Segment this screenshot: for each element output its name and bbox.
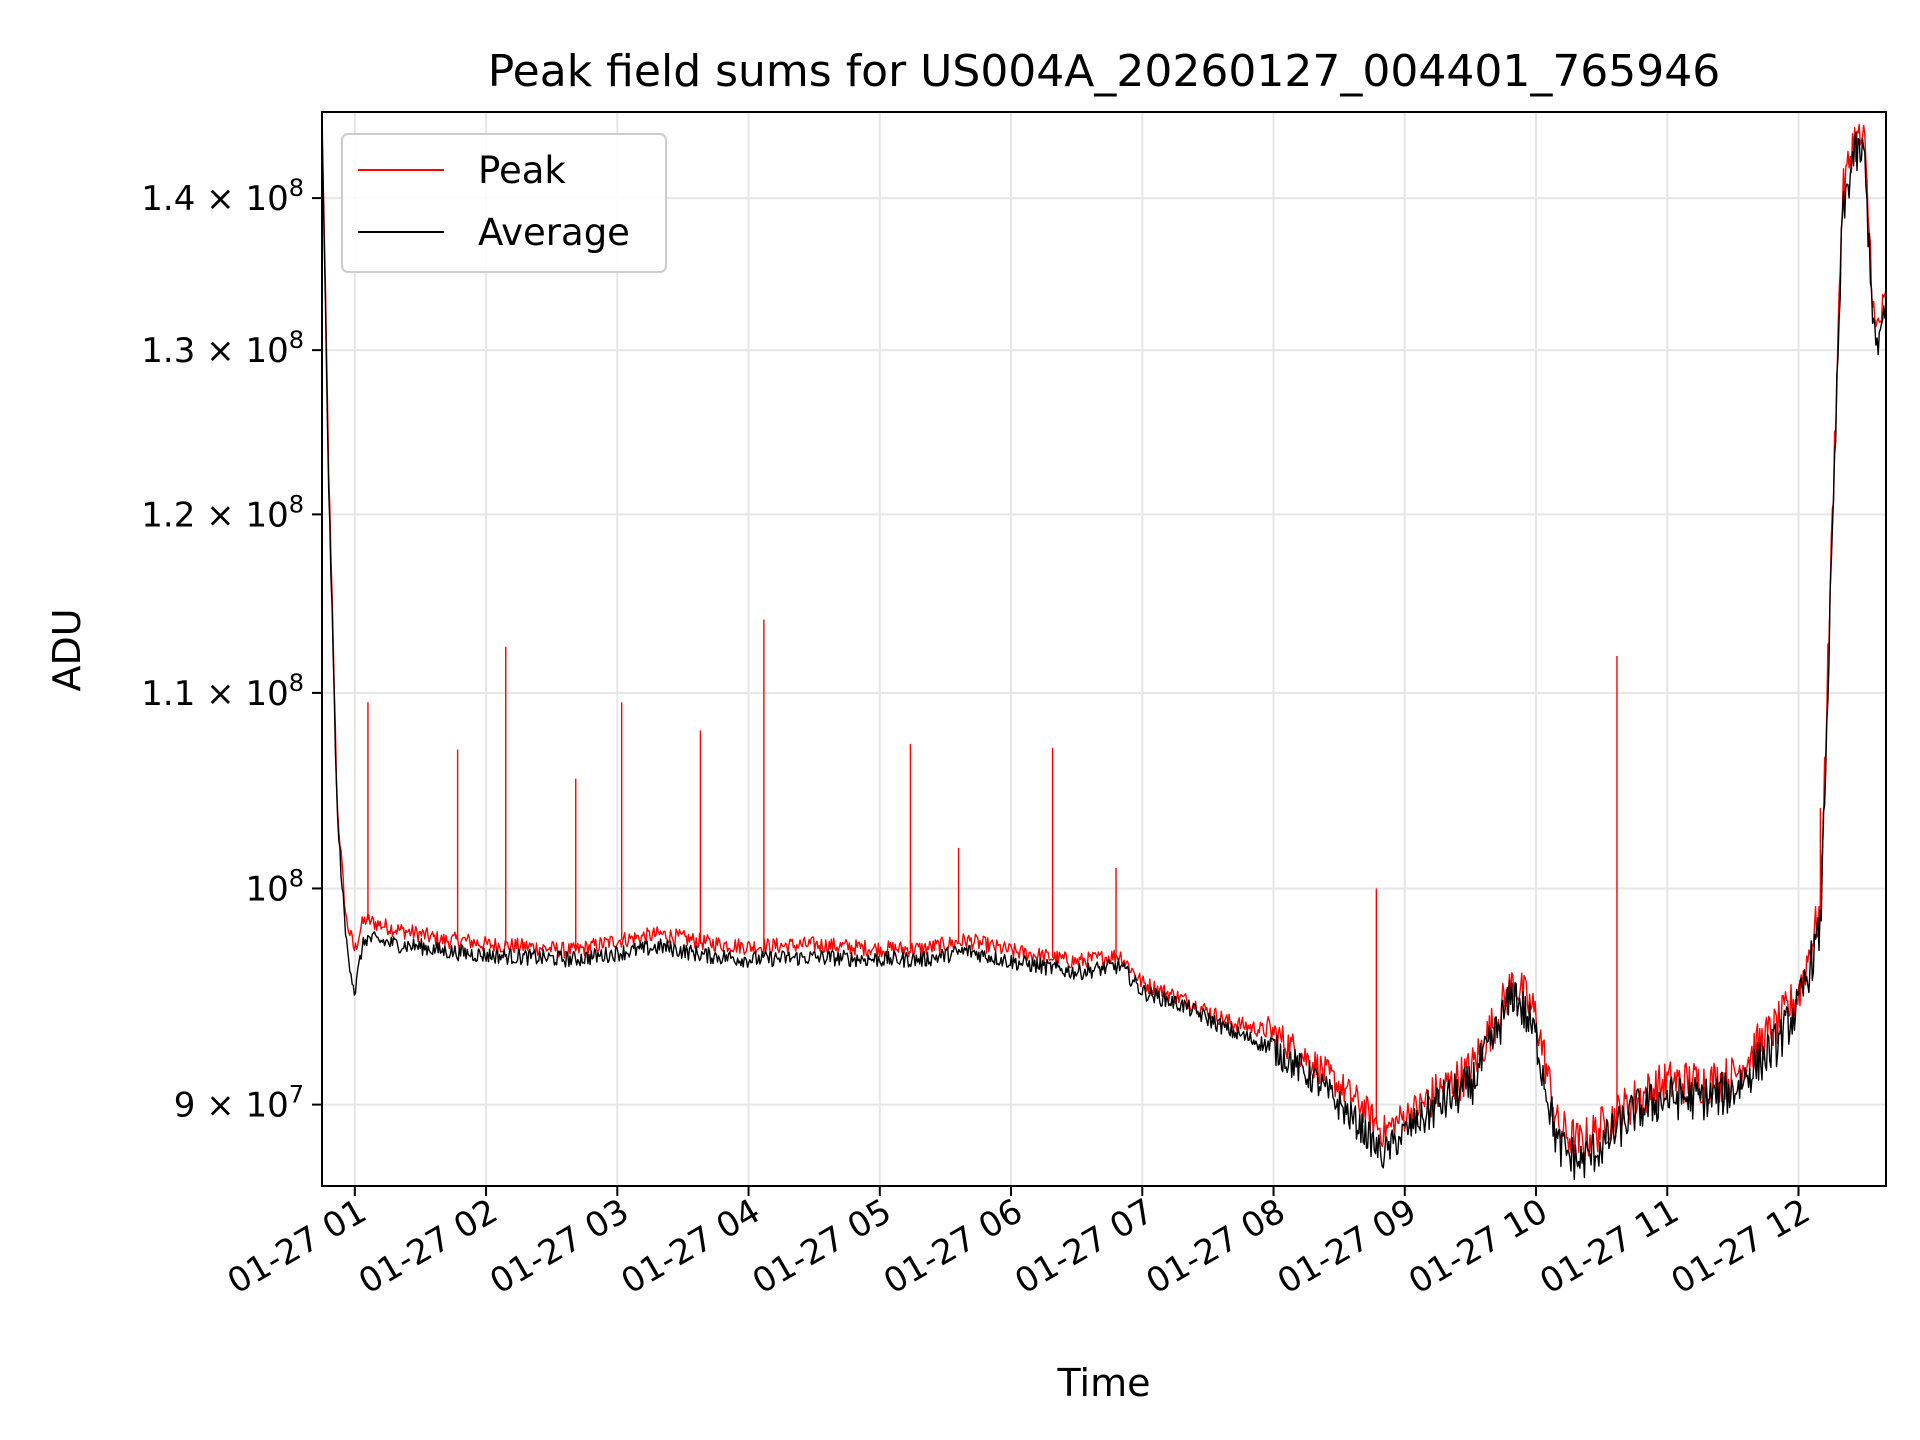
legend-box [341,133,667,273]
y-axis-label: ADU [45,608,89,691]
series-layer [322,112,1886,1181]
legend-peak-label: Peak [478,149,566,192]
y-tick-label: 108 [245,864,304,909]
plot-frame [321,111,1887,1187]
y-tick-label: 1.1 × 108 [141,669,304,714]
y-axis: 9 × 107 108 1.1 × 108 1.2 × 108 1.3 × 108 1.4… [141,174,322,1126]
y-tick-label: 1.4 × 108 [141,174,304,219]
y-tick-label: 1.3 × 108 [141,326,304,371]
x-axis-label: Time [1057,1361,1151,1405]
y-tick-label: 1.2 × 108 [141,490,304,535]
legend-average-label: Average [478,211,630,254]
series-line-average [322,129,1886,1181]
legend: Peak Average [341,133,667,273]
chart-title: Peak field sums for US004A_20260127_0044… [488,46,1721,97]
grid [322,112,1886,1186]
y-tick-label: 9 × 107 [174,1081,304,1126]
